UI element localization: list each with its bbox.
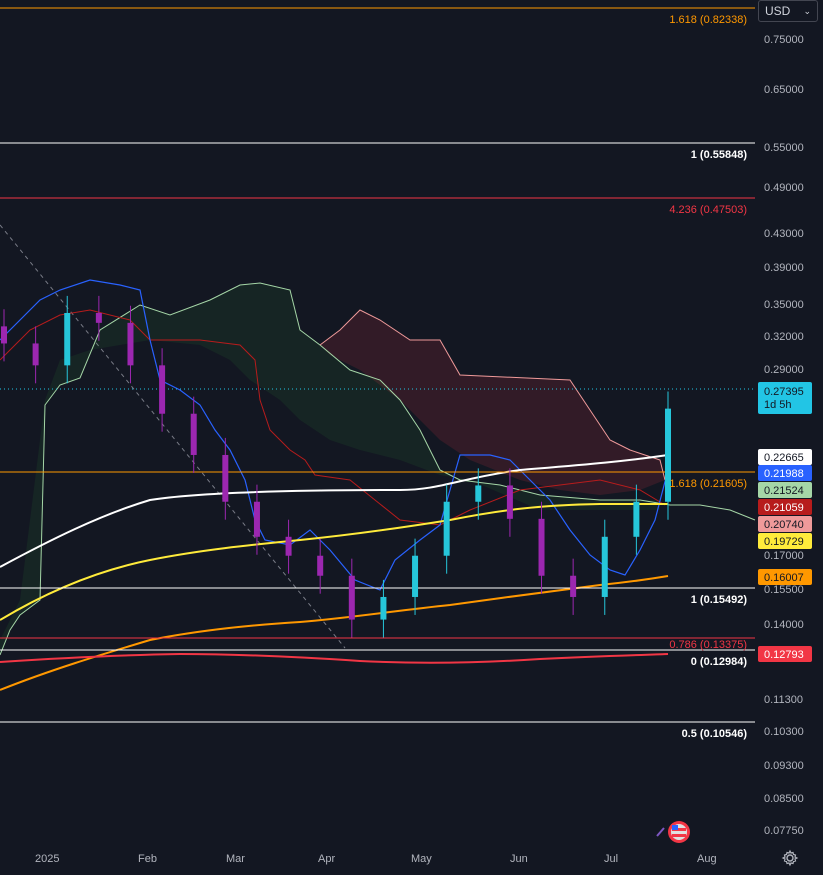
chevron-down-icon: ⌄: [803, 5, 811, 16]
price-tick: 0.32000: [764, 331, 804, 343]
price-badges: 0.27395 1d 5h 0.22665 0.21988 0.21524 0.…: [758, 382, 812, 662]
time-axis[interactable]: 2025 Feb Mar Apr May Jun Jul Aug: [35, 853, 717, 865]
candle-body: [665, 408, 671, 502]
candle-body: [32, 343, 39, 366]
badge-value: 0.21988: [764, 468, 804, 480]
price-tick: 0.11300: [764, 694, 803, 706]
time-tick: Aug: [697, 853, 717, 865]
candle-body: [64, 312, 71, 366]
price-tick: 0.17000: [764, 550, 804, 562]
badge-countdown: 1d 5h: [764, 399, 792, 411]
candle-body: [95, 312, 102, 323]
ichimoku-cloud-red: [320, 310, 665, 495]
price-badge: [758, 465, 812, 481]
candle-body: [159, 365, 166, 414]
candle-body: [285, 536, 292, 556]
candle-body: [412, 555, 419, 597]
trend-line[interactable]: [0, 224, 346, 649]
fib-label: 1 (0.15492): [691, 594, 748, 606]
fib-label: 1 (0.55848): [691, 149, 748, 161]
candle-body: [222, 454, 229, 502]
price-tick: 0.35000: [764, 299, 804, 311]
fib-label: 0 (0.12984): [691, 656, 748, 668]
price-badge: [758, 516, 812, 532]
price-tick: 0.49000: [764, 182, 804, 194]
price-tick: 0.29000: [764, 364, 804, 376]
price-tick: 0.65000: [764, 84, 804, 96]
ma-yellow: [0, 503, 668, 621]
candle-body: [475, 485, 482, 502]
badge-value: 0.12793: [764, 649, 804, 661]
ma-red: [0, 652, 669, 664]
badge-value: 0.27395: [764, 386, 804, 398]
time-tick: Apr: [318, 853, 335, 865]
price-badge: [758, 569, 812, 585]
price-badge: [758, 449, 812, 465]
price-tick: 0.55000: [764, 142, 804, 154]
badge-value: 0.20740: [764, 519, 804, 531]
ma-white: [0, 454, 669, 568]
price-tick: 0.08500: [764, 793, 804, 805]
price-tick: 0.39000: [764, 262, 804, 274]
time-tick: Feb: [138, 853, 157, 865]
kijun-line: [0, 309, 666, 526]
badge-value: 0.22665: [764, 452, 804, 464]
candle-body: [506, 485, 513, 519]
currency-selector[interactable]: USD ⌄: [758, 0, 818, 22]
badge-value: 0.21524: [764, 485, 804, 497]
price-badge: [758, 533, 812, 549]
candle-body: [570, 575, 577, 597]
candle-body: [538, 518, 545, 576]
candle-body: [1, 326, 7, 344]
price-tick: 0.75000: [764, 34, 804, 46]
candle-body: [601, 536, 608, 597]
time-tick: Jul: [604, 853, 618, 865]
time-tick: 2025: [35, 853, 59, 865]
price-tick: 0.07750: [764, 825, 804, 837]
price-badge: [758, 646, 812, 662]
price-tick: 0.09300: [764, 760, 804, 772]
gear-icon[interactable]: [781, 849, 799, 867]
fib-label: 1.618 (0.21605): [669, 478, 747, 490]
fib-label: 0.5 (0.10546): [682, 728, 748, 740]
price-axis[interactable]: 0.75000 0.65000 0.55000 0.49000 0.43000 …: [764, 34, 804, 837]
badge-value: 0.16007: [764, 572, 804, 584]
price-badge: [758, 482, 812, 498]
badge-value: 0.19729: [764, 536, 804, 548]
candle-body: [253, 501, 260, 537]
badge-value: 0.21059: [764, 502, 804, 514]
candle-body: [443, 501, 450, 556]
candle-body: [127, 322, 134, 366]
flag-logo-icon[interactable]: [656, 821, 690, 843]
candle-body: [317, 555, 324, 576]
senkou-a-line: [0, 282, 756, 656]
candle-body: [633, 501, 640, 537]
time-tick: Mar: [226, 853, 245, 865]
ichimoku-cloud-green: [0, 283, 660, 655]
candle-body: [380, 596, 387, 620]
price-tick: 0.10300: [764, 726, 804, 738]
senkou-b-line: [319, 309, 666, 481]
price-tick: 0.14000: [764, 619, 804, 631]
time-tick: May: [411, 853, 432, 865]
last-price-badge: [758, 382, 812, 414]
fib-label: 4.236 (0.47503): [669, 204, 747, 216]
candle-body: [348, 575, 355, 620]
fib-label: 0.786 (0.13375): [669, 639, 747, 651]
candles: [1, 295, 671, 638]
price-tick: 0.15500: [764, 584, 804, 596]
price-badge: [758, 499, 812, 515]
time-tick: Jun: [510, 853, 528, 865]
fib-label: 1.618 (0.82338): [669, 14, 747, 26]
currency-label: USD: [765, 4, 791, 18]
price-tick: 0.43000: [764, 228, 804, 240]
candle-body: [190, 413, 197, 455]
